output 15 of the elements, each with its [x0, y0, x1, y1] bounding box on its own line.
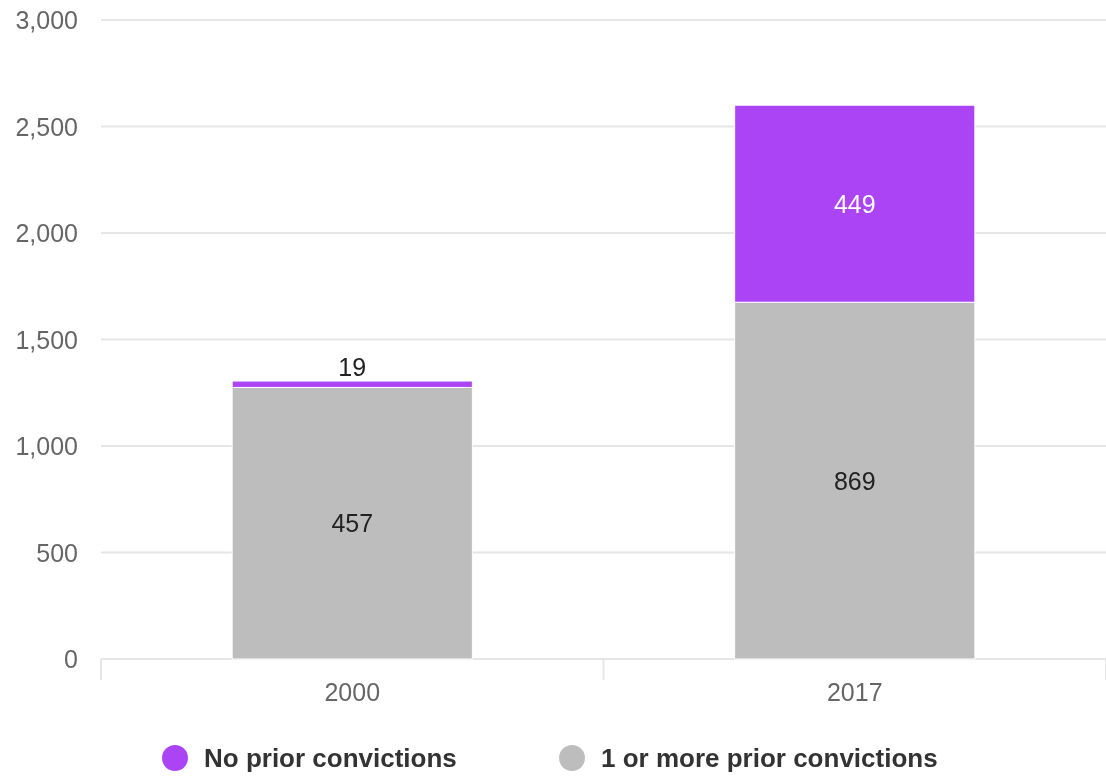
y-tick-label: 1,500 [15, 325, 78, 354]
y-tick-label: 2,500 [15, 112, 78, 141]
annotation: 869 [833, 466, 876, 495]
y-tick-label: 0 [64, 645, 78, 673]
legend-label: 1 or more prior convictions [601, 743, 938, 773]
annotation: 457 [331, 509, 374, 538]
legend-label: No prior convictions [204, 743, 457, 773]
x-tick-label: 2017 [826, 678, 883, 706]
y-tick-label: 500 [36, 538, 78, 567]
y-tick-label: 2,000 [15, 219, 78, 247]
annotation: 449 [833, 189, 876, 218]
y-tick-label: 1,000 [15, 432, 78, 460]
y-tick-label: 3,000 [15, 6, 78, 34]
x-tick-label: 2000 [324, 678, 381, 706]
annotation: 19 [338, 353, 367, 382]
